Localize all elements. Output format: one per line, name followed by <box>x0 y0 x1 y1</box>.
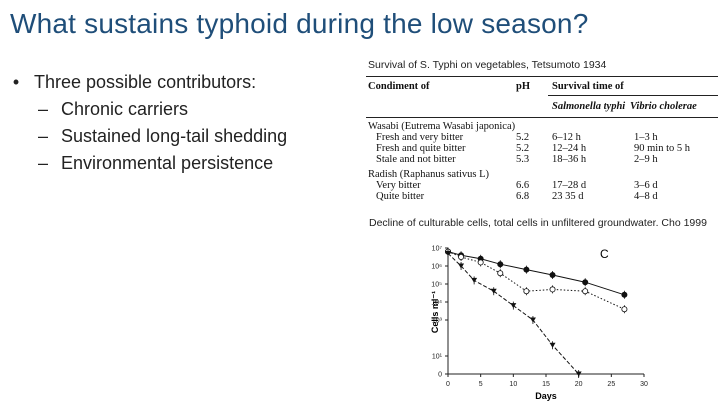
table-row-cholerae: 3–6 d <box>634 180 658 191</box>
table-row-label: Quite bitter <box>376 191 425 202</box>
sub-bullet-item: – Environmental persistence <box>37 153 287 174</box>
data-point <box>523 266 530 273</box>
figure2-caption: Decline of culturable cells, total cells… <box>369 217 707 229</box>
y-axis-label: Cells ml⁻¹ <box>430 291 440 333</box>
dash-icon: – <box>37 153 48 173</box>
y-tick-label: 10⁷ <box>432 246 443 253</box>
x-tick-label: 0 <box>446 381 450 388</box>
x-axis-label: Days <box>535 391 557 401</box>
data-point <box>477 259 484 266</box>
table-row-ph: 6.6 <box>516 180 530 191</box>
x-tick-label: 5 <box>479 381 483 388</box>
bullet-item: • Three possible contributors: <box>10 72 287 93</box>
table-row-label: Fresh and quite bitter <box>376 143 466 154</box>
data-point <box>549 342 556 348</box>
table-row-ph: 5.3 <box>516 154 530 165</box>
series-line-1 <box>447 251 625 310</box>
data-point <box>490 288 497 294</box>
table-rule <box>366 117 718 118</box>
table-row-typhi: 6–12 h <box>552 132 581 143</box>
data-point <box>529 317 536 323</box>
data-point <box>445 250 451 256</box>
table-row-typhi: 23 35 d <box>552 191 584 202</box>
data-point <box>497 270 504 277</box>
table-row-typhi: 17–28 d <box>552 180 587 191</box>
header-v-cholerae: Vibrio cholerae <box>630 101 697 112</box>
dash-icon: – <box>37 99 48 119</box>
panel-label: C <box>600 247 609 261</box>
header-survival: Survival time of <box>552 81 624 92</box>
bullet-list: • Three possible contributors: – Chronic… <box>10 72 287 174</box>
header-s-typhi: Salmonella typhi <box>552 101 626 112</box>
header-condiment: Condiment of <box>368 81 430 92</box>
y-tick-label: 10¹ <box>432 354 443 361</box>
data-point <box>523 288 530 295</box>
series-line-2 <box>447 253 580 375</box>
y-tick-label: 10⁵ <box>431 282 442 289</box>
table-row-typhi: 18–36 h <box>552 154 587 165</box>
series-line-0 <box>447 251 625 296</box>
table-row-cholerae: 2–9 h <box>634 154 658 165</box>
data-point <box>510 303 517 309</box>
table-rule <box>548 95 718 96</box>
table-row-cholerae: 90 min to 5 h <box>634 143 691 154</box>
figure1-caption: Survival of S. Typhi on vegetables, Tets… <box>368 59 607 71</box>
y-tick-label: 10⁶ <box>431 264 442 271</box>
data-point <box>471 277 478 283</box>
sub-bullet-text: Sustained long-tail shedding <box>61 126 288 146</box>
data-point <box>575 371 582 377</box>
data-point <box>458 263 465 269</box>
sub-bullet-item: – Sustained long-tail shedding <box>37 126 287 147</box>
x-tick-label: 10 <box>509 381 517 388</box>
group-wasabi: Wasabi (Eutrema Wasabi japonica) <box>368 121 516 132</box>
data-point <box>582 288 589 295</box>
data-point <box>621 291 628 298</box>
y-tick-label: 10⁴ <box>431 300 442 307</box>
data-point <box>497 261 504 268</box>
table-row-ph: 6.8 <box>516 191 530 202</box>
table-row-label: Stale and not bitter <box>376 154 456 165</box>
sub-bullet-text: Chronic carriers <box>61 99 189 119</box>
x-tick-label: 20 <box>575 381 583 388</box>
data-point <box>549 272 556 279</box>
data-point <box>621 306 628 313</box>
table-row-label: Very bitter <box>376 180 421 191</box>
y-tick-label: 0 <box>438 372 442 379</box>
survival-table: Condiment of pH Survival time of Salmone… <box>366 76 718 206</box>
x-tick-label: 30 <box>640 381 648 388</box>
bullet-dot-icon: • <box>12 72 20 92</box>
sub-bullet-item: – Chronic carriers <box>37 99 287 120</box>
table-row-typhi: 12–24 h <box>552 143 587 154</box>
data-point <box>549 286 556 293</box>
dash-icon: – <box>37 126 48 146</box>
x-tick-label: 25 <box>607 381 615 388</box>
group-radish: Radish (Raphanus sativus L) <box>368 169 490 180</box>
table-row-ph: 5.2 <box>516 143 530 154</box>
table-row-label: Fresh and very bitter <box>376 132 464 143</box>
bullet-text: Three possible contributors: <box>34 72 257 92</box>
header-ph: pH <box>516 81 531 92</box>
table-row-cholerae: 1–3 h <box>634 132 658 143</box>
sub-bullet-text: Environmental persistence <box>61 153 274 173</box>
table-row-ph: 5.2 <box>516 132 530 143</box>
data-point <box>458 253 465 260</box>
table-row-cholerae: 4–8 d <box>634 191 658 202</box>
slide-title: What sustains typhoid during the low sea… <box>10 8 589 39</box>
data-point <box>582 279 589 286</box>
y-tick-label: 10³ <box>432 318 443 325</box>
x-tick-label: 15 <box>542 381 550 388</box>
table-rule <box>366 76 718 77</box>
